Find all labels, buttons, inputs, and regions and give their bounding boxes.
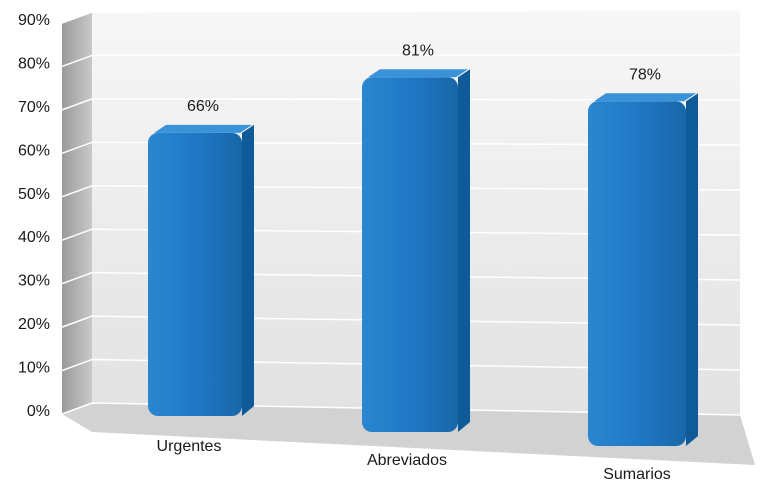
gridlines [61, 9, 741, 416]
gridline [61, 358, 741, 372]
gridline [61, 185, 741, 198]
bar [588, 93, 698, 447]
y-tick-label: 80% [18, 55, 50, 72]
data-label: 66% [187, 98, 219, 115]
y-tick-label: 90% [18, 12, 50, 29]
gridline [61, 9, 741, 24]
category-label: Sumarios [603, 466, 671, 481]
side-wall [62, 12, 92, 414]
bars [148, 69, 698, 447]
bar-top [154, 124, 252, 133]
gridline [61, 54, 741, 68]
y-tick-label: 20% [18, 316, 50, 333]
floor [62, 403, 755, 465]
category-label: Urgentes [157, 438, 222, 455]
data-labels: 66% 81% 78% [187, 42, 661, 115]
y-tick-label: 30% [18, 273, 50, 290]
y-tick-label: 70% [18, 99, 50, 116]
y-tick-label: 60% [18, 142, 50, 159]
bar [362, 69, 470, 433]
gridline [61, 402, 741, 416]
y-tick-label: 10% [18, 360, 50, 377]
gridline [61, 271, 741, 285]
y-tick-label: 50% [18, 186, 50, 203]
bar-side [242, 124, 254, 416]
bar [148, 124, 254, 416]
y-axis-tick-labels: 0% 10% 20% 30% 40% 50% 60% 70% 80% 90% [18, 12, 50, 420]
bar-side [686, 93, 698, 447]
bar-top [594, 93, 696, 102]
gridline [61, 315, 741, 328]
data-label: 78% [629, 66, 661, 83]
gridline [61, 98, 741, 111]
bar-front [362, 77, 458, 433]
category-labels: Urgentes Abreviados Sumarios [157, 438, 671, 481]
bar-side [458, 69, 470, 433]
bar-top [368, 69, 468, 78]
bar-front [148, 132, 242, 416]
bar-front [588, 101, 686, 447]
y-tick-label: 40% [18, 229, 50, 246]
gridline [61, 228, 741, 241]
category-label: Abreviados [367, 452, 447, 469]
data-label: 81% [402, 42, 434, 59]
y-tick-label: 0% [27, 403, 50, 420]
gridline [61, 141, 741, 155]
